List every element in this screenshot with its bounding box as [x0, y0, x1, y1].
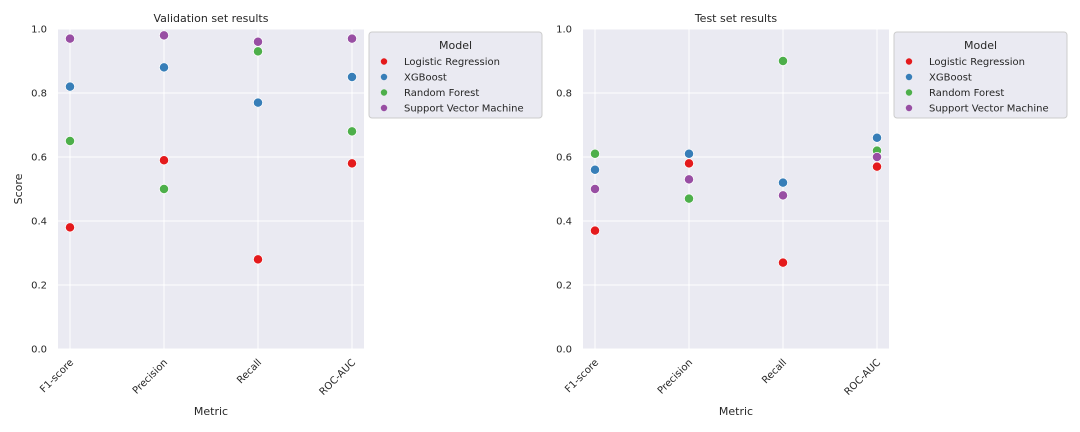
legend-box: [368, 31, 543, 119]
legend-marker: [380, 104, 388, 112]
y-tick-label: 1.0: [556, 25, 572, 36]
data-point: [872, 152, 882, 162]
legend-marker: [905, 58, 913, 65]
data-point: [159, 30, 169, 41]
data-point: [778, 190, 788, 201]
legend-label: Random Forest: [929, 88, 1004, 99]
legend-marker: [905, 89, 913, 96]
legend: Model Logistic Regression XGBoost Random Fo…: [893, 31, 1068, 119]
x-tick-label: Recall: [760, 357, 789, 386]
legend-marker: [380, 58, 388, 65]
data-point: [684, 158, 694, 169]
data-point: [65, 222, 75, 233]
data-point: [684, 174, 694, 185]
chart-panel-2: 0.0 0.2 0.4 0.6 0.8 1.0 F1-score Precision Recal…: [556, 12, 1068, 418]
data-point: [347, 72, 357, 82]
legend-marker: [905, 104, 913, 112]
x-tick-label: ROC-AUC: [843, 357, 884, 398]
data-point: [159, 62, 169, 73]
data-point: [253, 46, 263, 57]
data-point: [347, 33, 357, 44]
y-tick-label: 0.0: [556, 345, 572, 356]
legend-marker: [380, 89, 388, 96]
y-axis-label: Score: [12, 173, 25, 204]
data-point: [65, 33, 75, 44]
x-axis-label: Metric: [194, 405, 228, 418]
legend-title: Model: [964, 39, 997, 52]
x-tick-label: F1-score: [38, 357, 76, 395]
plot-area: [583, 29, 889, 349]
legend-label: Support Vector Machine: [929, 104, 1049, 115]
data-point: [159, 155, 169, 166]
legend: Model Logistic Regression XGBoost Random Fo…: [368, 31, 543, 119]
data-point: [347, 158, 357, 169]
y-tick-label: 0.8: [31, 89, 47, 100]
x-tick-label: ROC-AUC: [318, 357, 359, 398]
y-tick-label: 0.6: [31, 153, 47, 164]
data-point: [778, 257, 788, 268]
data-point: [684, 193, 694, 204]
data-point: [778, 56, 788, 66]
x-tick-label: Precision: [131, 357, 170, 396]
x-tick-label: F1-score: [563, 357, 601, 395]
legend-label: XGBoost: [404, 73, 447, 84]
data-point: [590, 225, 600, 236]
y-tick-label: 0.0: [31, 345, 47, 356]
legend-label: Logistic Regression: [404, 57, 500, 68]
x-axis-label: Metric: [719, 405, 753, 418]
data-point: [590, 148, 600, 159]
x-tick-label: Recall: [235, 357, 264, 386]
data-point: [778, 177, 788, 188]
data-point: [872, 132, 882, 143]
y-tick-label: 0.2: [31, 281, 47, 292]
x-tick-label: Precision: [656, 357, 695, 396]
y-tick-label: 0.4: [556, 217, 572, 228]
data-point: [253, 36, 263, 47]
legend-label: Random Forest: [404, 88, 479, 99]
data-point: [159, 184, 169, 194]
data-point: [590, 184, 600, 194]
legend-label: XGBoost: [929, 73, 972, 84]
legend-label: Logistic Regression: [929, 57, 1025, 68]
legend-marker: [380, 73, 388, 81]
chart-panel-1: 0.0 0.2 0.4 0.6 0.8 1.0 F1-score Precision Recal…: [12, 12, 543, 418]
data-point: [590, 164, 600, 175]
data-point: [872, 161, 882, 172]
data-point: [684, 148, 694, 159]
y-tick-label: 0.6: [556, 153, 572, 164]
legend-marker: [905, 73, 913, 81]
legend-box: [893, 31, 1068, 119]
y-tick-label: 0.4: [31, 217, 47, 228]
data-point: [253, 254, 263, 265]
plot-area: [58, 29, 364, 349]
y-tick-label: 1.0: [31, 25, 47, 36]
data-point: [347, 126, 357, 137]
y-tick-label: 0.8: [556, 89, 572, 100]
legend-title: Model: [439, 39, 472, 52]
chart-title: Test set results: [694, 12, 778, 25]
data-point: [65, 136, 75, 146]
chart-title: Validation set results: [154, 12, 269, 25]
legend-label: Support Vector Machine: [404, 104, 524, 115]
y-tick-label: 0.2: [556, 281, 572, 292]
data-point: [253, 97, 263, 108]
data-point: [65, 81, 75, 92]
